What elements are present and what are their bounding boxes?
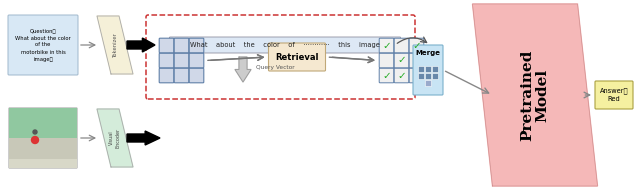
Circle shape (33, 130, 37, 134)
Bar (432, 66, 438, 71)
FancyBboxPatch shape (409, 68, 424, 83)
Bar (425, 79, 431, 86)
FancyBboxPatch shape (8, 15, 78, 75)
Polygon shape (472, 4, 598, 186)
FancyBboxPatch shape (159, 53, 174, 68)
FancyBboxPatch shape (595, 81, 633, 109)
Polygon shape (97, 109, 133, 167)
Text: ✓: ✓ (412, 40, 421, 51)
Bar (425, 73, 431, 78)
Bar (9, 108, 77, 138)
Text: Query Vector: Query Vector (256, 65, 294, 70)
FancyBboxPatch shape (159, 38, 174, 53)
FancyBboxPatch shape (159, 68, 174, 83)
Text: ✓: ✓ (382, 40, 391, 51)
FancyBboxPatch shape (379, 38, 394, 53)
FancyBboxPatch shape (170, 37, 401, 53)
FancyBboxPatch shape (189, 53, 204, 68)
FancyBboxPatch shape (174, 53, 189, 68)
Bar (425, 66, 431, 71)
Bar (9, 138, 77, 168)
Text: Answer：
Red: Answer： Red (600, 88, 628, 102)
Text: ✓: ✓ (382, 70, 391, 81)
Text: Pretrained
Model: Pretrained Model (520, 49, 550, 141)
Polygon shape (127, 38, 155, 52)
FancyBboxPatch shape (409, 53, 424, 68)
Circle shape (31, 136, 38, 143)
Text: What    about    the    color    of    ⋯⋯⋯⋯    this    image: What about the color of ⋯⋯⋯⋯ this image (190, 42, 380, 48)
Bar (418, 73, 424, 78)
Text: ✓: ✓ (397, 55, 406, 66)
FancyBboxPatch shape (394, 68, 409, 83)
FancyBboxPatch shape (189, 38, 204, 53)
Text: Tokenizer: Tokenizer (113, 32, 118, 57)
Polygon shape (127, 131, 160, 145)
Text: ✓: ✓ (397, 70, 406, 81)
Text: Retrieval: Retrieval (275, 52, 319, 62)
FancyBboxPatch shape (269, 43, 326, 71)
Bar (9, 159, 77, 168)
FancyBboxPatch shape (413, 45, 443, 95)
Polygon shape (97, 16, 133, 74)
FancyBboxPatch shape (394, 53, 409, 68)
Text: Question：
What about the color
of the
motorbike in this
image？: Question： What about the color of the mo… (15, 28, 71, 62)
FancyBboxPatch shape (189, 68, 204, 83)
Text: Merge: Merge (415, 50, 440, 56)
FancyBboxPatch shape (174, 38, 189, 53)
Bar (432, 73, 438, 78)
Text: Visual
Encoder: Visual Encoder (109, 128, 120, 148)
Bar (418, 66, 424, 71)
FancyBboxPatch shape (379, 68, 394, 83)
FancyBboxPatch shape (379, 53, 394, 68)
FancyBboxPatch shape (409, 38, 424, 53)
FancyBboxPatch shape (394, 38, 409, 53)
Polygon shape (235, 57, 251, 82)
FancyBboxPatch shape (9, 108, 77, 168)
FancyBboxPatch shape (174, 68, 189, 83)
